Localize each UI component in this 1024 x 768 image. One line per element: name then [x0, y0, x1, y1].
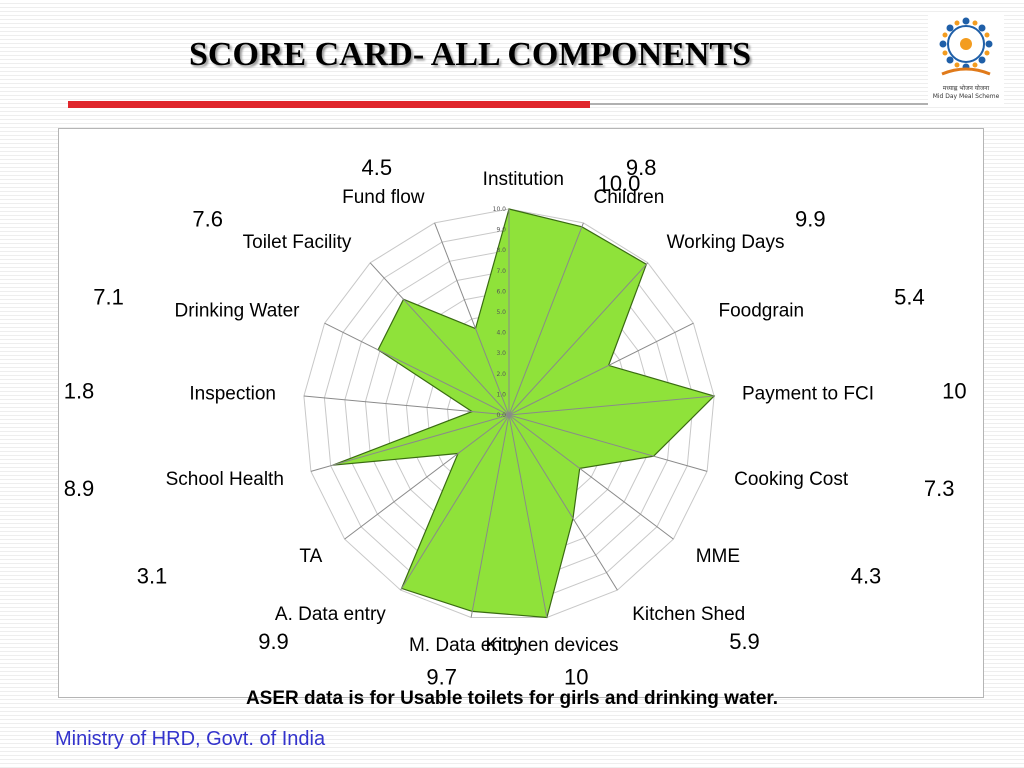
axis-spoke	[369, 262, 510, 416]
slide-title: SCORE CARD- ALL COMPONENTS	[188, 36, 751, 73]
value-label: 4.3	[851, 563, 882, 588]
tick-label: 1.0	[496, 391, 506, 398]
value-label: 4.5	[362, 155, 393, 180]
category-label: MME	[696, 546, 740, 567]
footnote: ASER data is for Usable toilets for girl…	[245, 688, 779, 709]
axis-spoke	[508, 222, 584, 416]
axis-spoke	[434, 222, 510, 416]
category-label: Toilet Facility	[243, 232, 352, 253]
value-labels: 10.09.89.95.4107.34.35.9109.79.93.18.91.…	[64, 155, 967, 690]
radar-chart: 0.0 1.0 2.0 3.0 4.0 5.0 6.0 7.0 8.0 9.0 10.0 Insti…	[64, 155, 967, 690]
chart-frame: 0.0 1.0 2.0 3.0 4.0 5.0 6.0 7.0 8.0 9.0 10.0 Insti…	[58, 128, 984, 698]
value-label: 8.9	[64, 476, 95, 501]
category-label: Working Days	[667, 232, 785, 253]
axis-spoke	[310, 414, 510, 472]
axis-spoke	[508, 414, 548, 618]
value-label: 3.1	[137, 563, 168, 588]
tick-label: 2.0	[496, 371, 506, 378]
mid-day-meal-logo: मध्याह्न भोजन योजना Mid Day Meal Scheme	[928, 14, 1004, 106]
axis-spoke	[508, 322, 694, 416]
footer-ministry: Ministry of HRD, Govt. of India	[55, 728, 326, 750]
radar-axes	[303, 209, 715, 618]
radar-tick-labels: 0.0 1.0 2.0 3.0 4.0 5.0 6.0 7.0 8.0 9.0 10.0	[493, 206, 507, 419]
value-label: 5.9	[729, 629, 760, 654]
tick-label: 10.0	[493, 206, 507, 213]
category-label: Foodgrain	[719, 301, 805, 322]
axis-spoke	[324, 322, 510, 416]
category-label: Institution	[483, 169, 564, 190]
value-label: 5.4	[894, 284, 925, 309]
value-label: 9.9	[258, 629, 289, 654]
tick-label: 5.0	[496, 309, 506, 316]
category-label: A. Data entry	[275, 604, 386, 625]
value-label: 10	[564, 665, 588, 690]
grid-ring-10	[303, 208, 715, 618]
tick-label: 8.0	[496, 247, 506, 254]
category-label: Children	[594, 187, 665, 208]
category-label: Payment to FCI	[742, 383, 874, 404]
category-labels: Institution Children Working Days Foodgrain…	[166, 169, 874, 656]
tick-label: 9.0	[496, 227, 506, 234]
value-label: 10	[942, 379, 966, 404]
category-label: Cooking Cost	[734, 469, 849, 490]
axis-spoke	[508, 262, 649, 416]
value-label: 9.7	[426, 665, 457, 690]
axis-spoke	[400, 414, 510, 591]
axis-spoke	[508, 395, 715, 416]
axis-spoke	[470, 414, 510, 618]
axis-spoke	[344, 414, 510, 540]
tick-label: 0.0	[496, 412, 506, 419]
category-label: Fund flow	[342, 187, 425, 208]
axis-spoke	[508, 414, 708, 472]
logo-text-english: Mid Day Meal Scheme	[932, 93, 1000, 100]
axis-spoke	[508, 414, 674, 540]
tick-label: 4.0	[496, 330, 506, 337]
title-grey-rule	[590, 103, 930, 105]
value-label: 7.6	[192, 206, 223, 231]
value-label: 7.1	[93, 284, 124, 309]
logo-emblem-icon	[939, 17, 993, 76]
category-label: School Health	[166, 469, 284, 490]
tick-label: 7.0	[496, 268, 506, 275]
axis-spoke	[303, 395, 510, 416]
value-label: 9.9	[795, 206, 826, 231]
title-red-rule	[68, 101, 590, 108]
tick-label: 6.0	[496, 288, 506, 295]
value-label: 9.8	[626, 155, 657, 180]
value-label: 7.3	[924, 476, 955, 501]
category-label: Kitchen Shed	[632, 604, 745, 625]
category-label: Inspection	[189, 383, 276, 404]
category-label: TA	[299, 546, 322, 567]
tick-label: 3.0	[496, 350, 506, 357]
value-label: 1.8	[64, 379, 95, 404]
axis-spoke	[508, 414, 618, 591]
category-label: Kitchen devices	[485, 635, 618, 656]
logo-text-hindi: मध्याह्न भोजन योजना	[942, 85, 990, 92]
value-label: 10.0	[598, 171, 641, 196]
category-label: M. Data entry	[409, 635, 524, 656]
category-label: Drinking Water	[175, 301, 301, 322]
